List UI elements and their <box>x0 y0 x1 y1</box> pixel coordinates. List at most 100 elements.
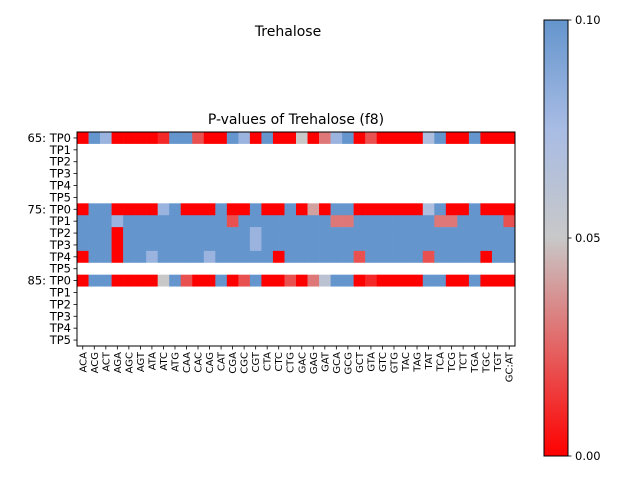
heatmap-cell <box>307 132 320 145</box>
heatmap-cell <box>284 143 297 157</box>
heatmap-cell <box>77 191 89 204</box>
heatmap-cell <box>422 322 435 335</box>
heatmap-cell <box>503 215 516 228</box>
x-tick-label: TGC <box>482 352 493 374</box>
heatmap-cell <box>192 310 205 323</box>
heatmap-cell <box>480 167 493 180</box>
heatmap-cell <box>307 262 320 275</box>
x-tick-label: AGA <box>113 352 124 373</box>
heatmap-cell <box>134 334 147 347</box>
heatmap-cell <box>77 322 89 335</box>
heatmap-cell <box>123 132 135 145</box>
heatmap-cell <box>88 227 101 240</box>
heatmap-cell <box>468 179 481 192</box>
heatmap-cell <box>123 262 135 275</box>
heatmap-cell <box>88 322 101 335</box>
heatmap-cell <box>100 215 112 228</box>
heatmap-cell <box>88 167 101 180</box>
heatmap-cell <box>445 310 458 323</box>
x-axis: ACA ACG ACT AGA AGC AGT ATA ATC ATG CAA CAC CAG CAT C… <box>78 346 516 382</box>
heatmap-cell <box>203 179 216 192</box>
heatmap-cell <box>88 250 101 264</box>
heatmap-cell <box>296 310 308 323</box>
x-tick-label: GC:AT <box>505 351 516 382</box>
heatmap-cell <box>480 334 493 347</box>
heatmap-cell <box>261 310 274 323</box>
heatmap-cell <box>353 286 366 299</box>
heatmap-cell <box>342 286 354 299</box>
heatmap-cell <box>203 167 216 180</box>
plot-frame <box>76 131 516 347</box>
heatmap-cell <box>192 250 205 264</box>
heatmap-cell <box>284 167 297 180</box>
heatmap-cell <box>457 286 470 299</box>
heatmap-cell <box>238 203 251 216</box>
heatmap-cell <box>422 298 435 311</box>
heatmap-cell <box>238 286 251 299</box>
heatmap-cell <box>491 155 504 168</box>
heatmap-cell <box>226 334 239 347</box>
heatmap-cell <box>123 274 135 287</box>
heatmap-cell <box>388 203 401 216</box>
y-tick-label: 85: TP0 <box>28 274 71 288</box>
heatmap-cell <box>411 179 424 192</box>
heatmap-cell <box>434 286 447 299</box>
heatmap-cell <box>365 262 377 275</box>
heatmap-cell <box>192 262 205 275</box>
heatmap-cell <box>146 143 158 157</box>
heatmap-cell <box>111 239 124 252</box>
heatmap-cell <box>422 286 435 299</box>
heatmap-cell <box>134 155 147 168</box>
heatmap-cell <box>319 274 331 287</box>
x-tick-label: TGT <box>493 351 504 373</box>
heatmap-cell <box>284 322 297 335</box>
heatmap-cell <box>169 286 182 299</box>
heatmap-cell <box>203 250 216 264</box>
heatmap-cell <box>330 203 343 216</box>
heatmap-cell <box>261 250 274 264</box>
heatmap-cell <box>226 274 239 287</box>
heatmap-cell <box>261 179 274 192</box>
heatmap-cell <box>468 310 481 323</box>
heatmap-cell <box>330 215 343 228</box>
heatmap-cell <box>296 322 308 335</box>
heatmap-cell <box>180 310 193 323</box>
heatmap-cell <box>272 203 285 216</box>
heatmap-cell <box>365 298 377 311</box>
heatmap-cell <box>480 143 493 157</box>
heatmap-cell <box>399 322 412 335</box>
heatmap-cell <box>365 310 377 323</box>
heatmap-cell <box>468 286 481 299</box>
heatmap-cell <box>434 274 447 287</box>
heatmap-cell <box>249 250 262 264</box>
heatmap-cell <box>457 179 470 192</box>
heatmap-cell <box>365 322 377 335</box>
heatmap-cell <box>249 203 262 216</box>
heatmap-cell <box>192 203 205 216</box>
heatmap-cell <box>77 262 89 275</box>
heatmap-cell <box>169 167 182 180</box>
heatmap-cell <box>157 155 170 168</box>
heatmap-cell <box>272 250 285 264</box>
heatmap-cell <box>365 179 377 192</box>
heatmap-cell <box>422 155 435 168</box>
heatmap-cell <box>307 179 320 192</box>
heatmap-cell <box>215 132 228 145</box>
heatmap-cell <box>491 334 504 347</box>
heatmap-cell <box>111 322 124 335</box>
heatmap-cell <box>491 132 504 145</box>
heatmap-cell <box>180 227 193 240</box>
heatmap-cell <box>77 250 89 264</box>
heatmap-cell <box>146 250 158 264</box>
heatmap-cell <box>284 250 297 264</box>
heatmap-cell <box>376 215 389 228</box>
heatmap-cell <box>284 132 297 145</box>
heatmap-cell <box>319 155 331 168</box>
heatmap-cell <box>111 155 124 168</box>
heatmap-cell <box>284 334 297 347</box>
heatmap-cell <box>111 286 124 299</box>
y-tick-label: TP2 <box>49 226 71 240</box>
heatmap-cell <box>445 227 458 240</box>
heatmap-cell <box>284 155 297 168</box>
heatmap-cell <box>422 143 435 157</box>
